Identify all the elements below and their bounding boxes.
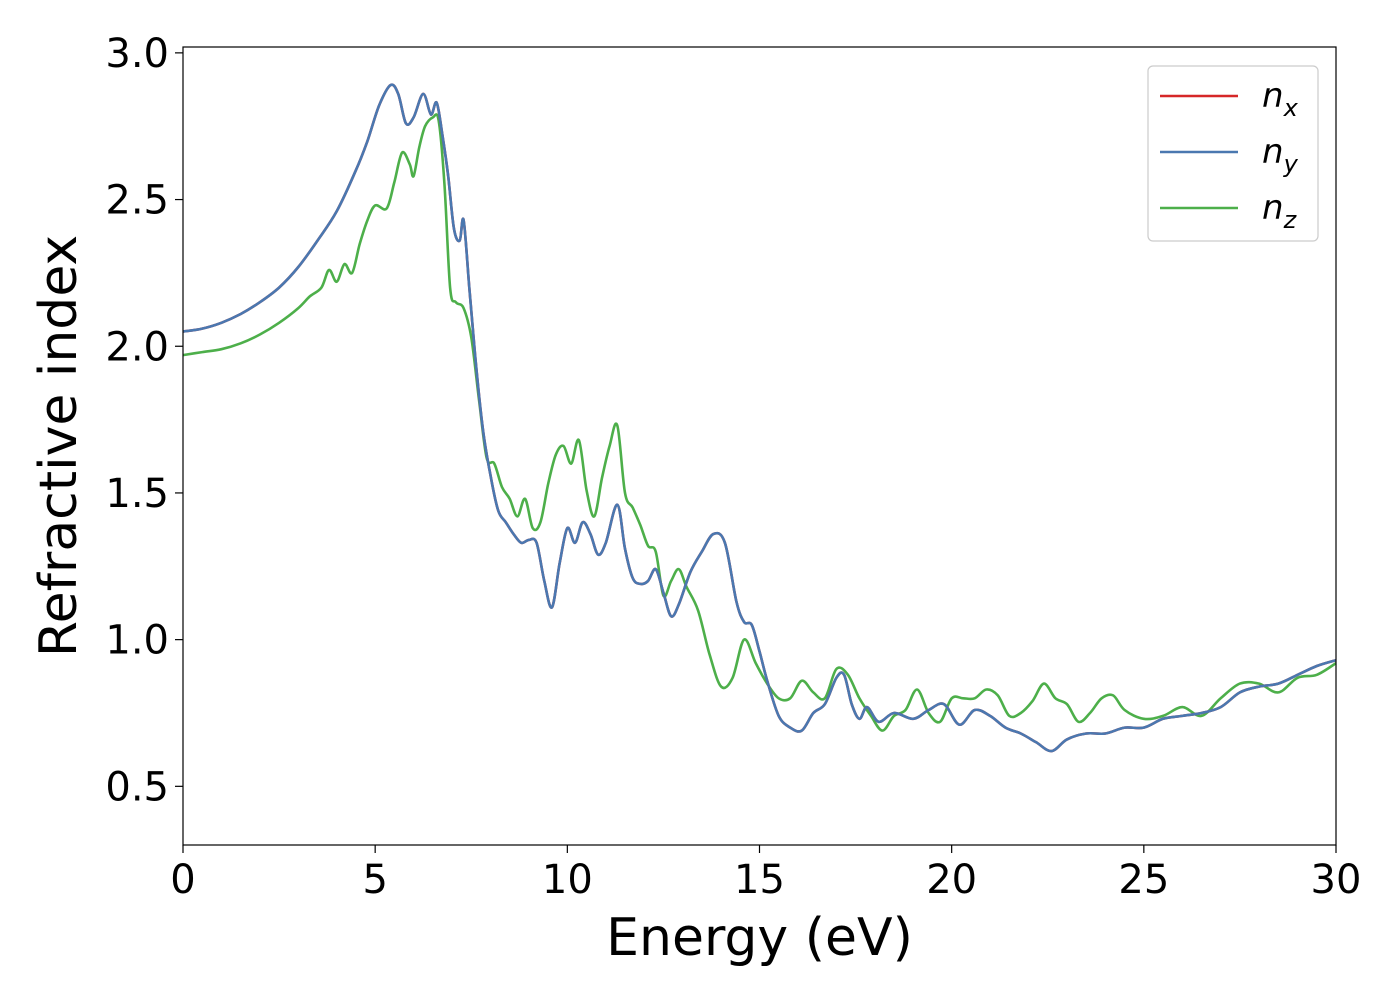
- x-tick-label: 25: [1118, 857, 1169, 903]
- series-layer: [182, 83, 1337, 753]
- legend-label-y: ny: [1262, 132, 1299, 178]
- x-axis-label: Energy (eV): [606, 908, 913, 968]
- x-tick-label: 30: [1311, 857, 1362, 903]
- x-tick-label: 20: [926, 857, 977, 903]
- y-axis-label: Refractive index: [29, 235, 89, 657]
- x-tick-label: 10: [542, 857, 593, 903]
- x-tick-label: 0: [170, 857, 195, 903]
- y-tick-label: 3.0: [105, 31, 169, 77]
- y-tick-label: 1.0: [105, 618, 169, 664]
- x-axis-ticks: 0 5 10 15 20 25 30: [170, 845, 1361, 903]
- y-tick-label: 1.5: [105, 471, 169, 517]
- y-tick-label: 2.0: [105, 324, 169, 370]
- legend-label-z: nz: [1262, 188, 1298, 234]
- legend: nx ny nz: [1147, 65, 1319, 242]
- x-tick-label: 15: [734, 857, 785, 903]
- y-tick-label: 0.5: [105, 764, 169, 810]
- legend-label-x: nx: [1262, 76, 1299, 122]
- series-line-z: [182, 113, 1337, 732]
- y-axis-ticks: 0.5 1.0 1.5 2.0 2.5 3.0: [105, 31, 183, 810]
- series-line-y: [182, 83, 1337, 753]
- x-tick-label: 5: [362, 857, 387, 903]
- y-tick-label: 2.5: [105, 178, 169, 224]
- legend-box: [1147, 65, 1319, 242]
